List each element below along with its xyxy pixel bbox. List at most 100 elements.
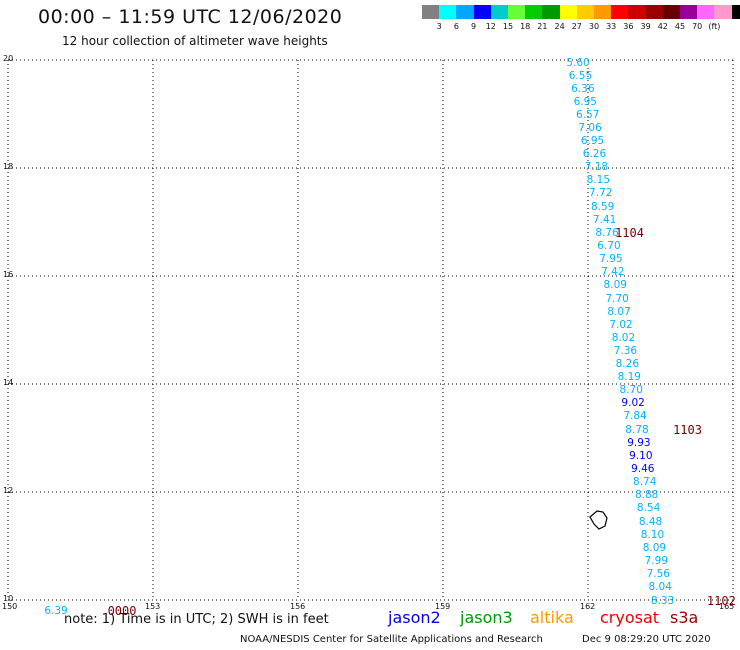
satellite-name: jason3 [460,608,513,627]
satellite-name: cryosat [600,608,660,627]
color-swatch [714,5,732,19]
color-scale-label: 18 [520,22,531,31]
swh-value: 8.15 [586,174,611,187]
swh-value: 7.42 [601,266,625,279]
color-swatch [662,5,680,19]
swh-value: 8.88 [634,489,659,502]
swh-value: 6.39 [44,605,68,618]
satellite-name: altika [530,608,574,627]
swh-value: 8.09 [642,541,667,554]
pass-time-label: 1104 [615,225,644,240]
pass-time-label: 1102 [706,593,736,608]
swh-value: 5.60 [566,56,590,69]
swh-value: 7.18 [584,160,609,173]
color-scale-label: 36 [623,22,634,31]
color-swatch [508,5,526,19]
color-scale-label: 21 [537,22,548,31]
color-scale-label: 9 [471,22,477,31]
swh-value: 6.70 [597,239,621,252]
swh-value: 9.10 [629,449,653,462]
swh-value: 7.84 [623,410,647,423]
pass-time-label: 1103 [673,422,702,437]
swh-value: 7.99 [644,555,669,568]
color-scale-label: 39 [640,22,651,31]
color-scale-label: 15 [502,22,514,31]
swh-value: 6.26 [582,147,607,160]
swh-value: 7.36 [613,345,638,358]
swh-value: 8.74 [633,476,657,489]
latitude-tick-label: 16 [3,270,14,279]
swh-value: 7.06 [578,122,602,135]
swh-value: 9.02 [621,397,645,410]
longitude-tick-label: 162 [580,602,596,611]
generated-timestamp: Dec 9 08:29:20 UTC 2020 [582,634,711,645]
swh-value: 8.10 [640,528,665,541]
color-swatch [731,5,740,19]
pass-time-label: 0000 [107,604,137,619]
longitude-tick-label: 156 [290,602,306,611]
latitude-tick-label: 12 [3,486,14,495]
map-title: 00:00 – 11:59 UTC 12/06/2020 [38,6,343,28]
swh-value: 8.76 [595,226,619,239]
color-scale-label: 42 [657,22,668,31]
swh-value: 6.36 [571,82,595,95]
swh-value: 8.59 [590,200,615,213]
swh-value: 8.78 [625,423,649,436]
swh-value: 7.02 [609,318,633,331]
color-swatch [456,5,474,19]
map-gridlines [7,59,734,601]
color-swatch [422,5,440,19]
color-scale-label: 45 [674,22,686,31]
latitude-tick-label: 14 [3,378,14,387]
color-scale-label: 24 [554,22,565,31]
island-outline [589,510,608,530]
satellite-name: jason2 [388,608,441,627]
swh-value: 8.54 [636,502,661,515]
swh-value: 9.46 [631,462,655,475]
color-scale-label: 30 [588,22,600,31]
color-swatch [645,5,663,19]
color-swatch [697,5,715,19]
color-swatch [525,5,543,19]
swh-value: 6.95 [573,95,597,108]
swh-value: 6.57 [576,108,600,121]
color-scale-label: 3 [436,22,442,31]
color-swatch [628,5,646,19]
swh-value: 6.55 [568,70,593,83]
satellite-name: s3a [670,608,699,627]
swh-value: 7.95 [599,253,623,266]
swh-value: 9.93 [627,436,651,449]
color-swatch [490,5,508,19]
color-scale-label: 6 [453,22,459,31]
color-swatch [542,5,560,19]
longitude-tick-label: 153 [145,602,161,611]
color-swatch [559,5,577,19]
swh-value: 8.04 [648,581,672,594]
color-scale-label: 70 [692,22,703,31]
map-subtitle: 12 hour collection of altimeter wave hei… [62,34,328,48]
swh-value: 7.72 [589,187,613,200]
swh-value: 8.70 [619,384,643,397]
color-scale-label: 33 [606,22,617,31]
color-swatch [611,5,629,19]
swh-value: 8.02 [611,332,636,345]
swh-value: 7.56 [646,568,670,581]
swh-value: 8.09 [603,279,627,292]
swh-value: 8.26 [615,358,640,371]
longitude-tick-label: 150 [2,602,18,611]
color-swatch [439,5,457,19]
credit-line: NOAA/NESDIS Center for Satellite Applica… [240,634,543,645]
latitude-tick-label: 20 [3,54,14,63]
color-swatch [473,5,491,19]
color-swatch [594,5,612,19]
longitude-tick-label: 165 [719,602,735,611]
swh-value: 7.41 [592,213,617,226]
color-scale-label: 12 [485,22,496,31]
longitude-tick-label: 159 [435,602,451,611]
color-scale-label: 27 [571,22,582,31]
color-swatch [680,5,698,19]
latitude-tick-label: 18 [3,162,14,171]
units-note: note: 1) Time is in UTC; 2) SWH is in fe… [64,612,329,627]
swh-value: 8.07 [607,305,631,318]
